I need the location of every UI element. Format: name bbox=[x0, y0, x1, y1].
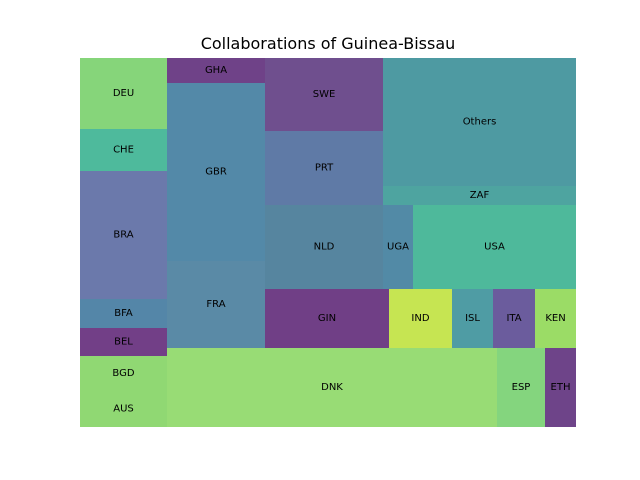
treemap-cell-others bbox=[383, 58, 576, 186]
treemap-cell-bfa bbox=[80, 299, 167, 328]
treemap-label-dnk: DNK bbox=[321, 382, 343, 393]
treemap-cell-che bbox=[80, 129, 167, 171]
treemap-label-eth: ETH bbox=[551, 382, 571, 393]
treemap-cell-aus bbox=[80, 391, 167, 427]
treemap-label-prt: PRT bbox=[315, 163, 334, 174]
treemap-cell-ken bbox=[535, 289, 576, 348]
treemap-label-esp: ESP bbox=[512, 382, 531, 393]
treemap-label-fra: FRA bbox=[206, 299, 225, 310]
treemap-label-nld: NLD bbox=[314, 242, 335, 253]
treemap-cell-esp bbox=[497, 348, 545, 427]
treemap-label-bra: BRA bbox=[113, 230, 133, 241]
treemap-cell-usa bbox=[413, 205, 576, 289]
treemap-label-isl: ISL bbox=[465, 313, 480, 324]
treemap-label-ken: KEN bbox=[545, 313, 565, 324]
treemap-label-ita: ITA bbox=[506, 313, 521, 324]
treemap-label-usa: USA bbox=[484, 242, 505, 253]
treemap-label-deu: DEU bbox=[113, 88, 134, 99]
treemap-label-ind: IND bbox=[411, 313, 429, 324]
treemap-cell-nld bbox=[265, 205, 383, 289]
treemap-label-swe: SWE bbox=[313, 89, 336, 100]
chart-title: Collaborations of Guinea-Bissau bbox=[201, 34, 456, 53]
treemap-cells: DEU CHE BRA BFA BEL BGD AUS GHA GBR FRA SWE PRT NLD O… bbox=[80, 58, 576, 427]
treemap-label-bfa: BFA bbox=[114, 308, 133, 319]
treemap-cell-ita bbox=[493, 289, 535, 348]
treemap-cell-bra bbox=[80, 171, 167, 299]
treemap-label-others: Others bbox=[463, 117, 497, 128]
treemap-cell-gha bbox=[167, 58, 265, 83]
treemap-cell-gbr bbox=[167, 83, 265, 261]
treemap-label-bel: BEL bbox=[114, 337, 133, 348]
treemap-cell-zaf bbox=[383, 186, 576, 205]
treemap-cell-isl bbox=[452, 289, 493, 348]
treemap-cell-deu bbox=[80, 58, 167, 129]
treemap-cell-bgd bbox=[80, 356, 167, 391]
treemap-cell-prt bbox=[265, 131, 383, 205]
treemap-label-uga: UGA bbox=[387, 242, 409, 253]
treemap-cell-ind bbox=[389, 289, 452, 348]
treemap-label-zaf: ZAF bbox=[470, 190, 490, 201]
treemap-cell-eth bbox=[545, 348, 576, 427]
treemap-label-gbr: GBR bbox=[205, 167, 227, 178]
treemap-cell-gin bbox=[265, 289, 389, 348]
treemap-cell-fra bbox=[167, 261, 265, 348]
treemap-label-gin: GIN bbox=[318, 313, 336, 324]
treemap-cell-swe bbox=[265, 58, 383, 131]
treemap-cell-dnk bbox=[167, 348, 497, 427]
treemap-label-gha: GHA bbox=[205, 65, 227, 76]
treemap-label-bgd: BGD bbox=[112, 368, 134, 379]
treemap-label-aus: AUS bbox=[113, 404, 134, 415]
treemap-cell-bel bbox=[80, 328, 167, 356]
treemap-cell-uga bbox=[383, 205, 413, 289]
treemap-label-che: CHE bbox=[113, 145, 134, 156]
